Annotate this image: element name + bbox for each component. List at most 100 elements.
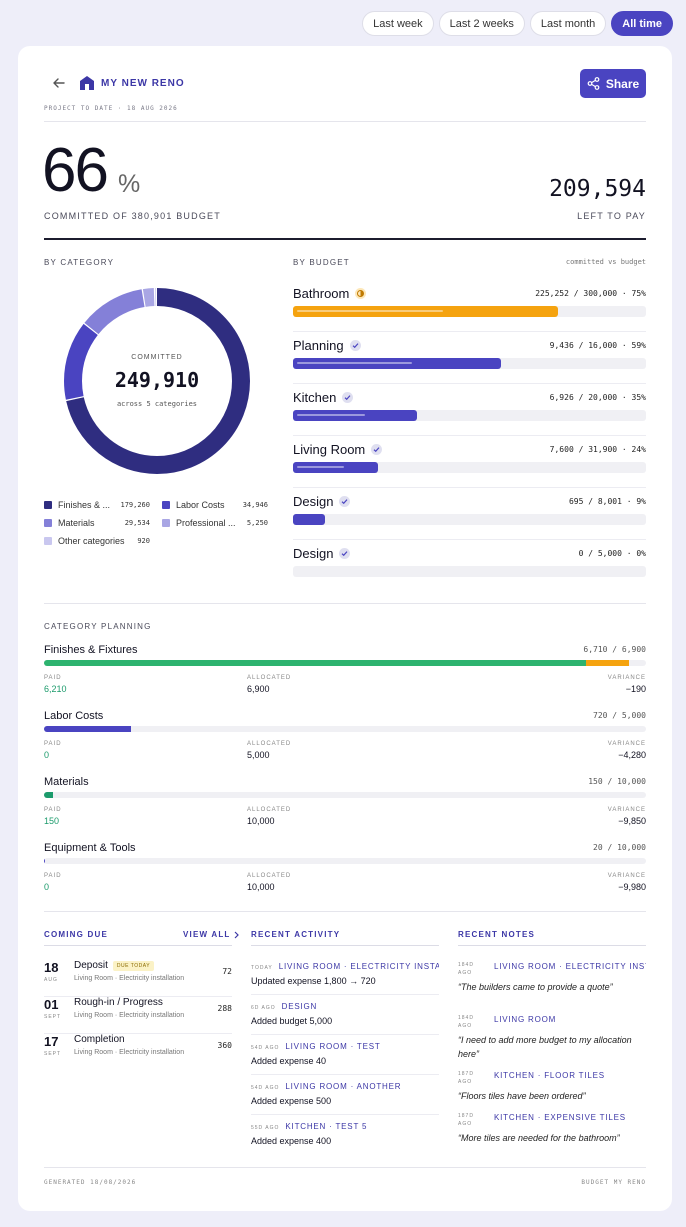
budget-label: Living Room [293, 442, 366, 457]
row-separator [44, 1033, 232, 1034]
due-subtitle: Living Room · Electricity installation [74, 1012, 185, 1019]
row-separator [251, 994, 439, 995]
activity-meta: TODAY LIVING ROOM · ELECTRICITY INSTALL..… [251, 962, 439, 971]
filter-last-2-weeks[interactable]: Last 2 weeks [438, 11, 525, 36]
footer-brand: BUDGET MY RENO [581, 1179, 646, 1186]
row-separator [251, 1034, 439, 1035]
note-item[interactable]: 187D AGO KITCHEN · EXPENSIVE TILES “More t… [458, 1113, 646, 1146]
planning-committed-fill [585, 660, 630, 666]
planning-ratio: 150 / 10,000 [588, 777, 646, 786]
row-separator [293, 539, 646, 540]
planning-allocated-column: ALLOCATED 6,900 [247, 675, 291, 694]
planning-paid-value: 6,210 [44, 684, 67, 694]
planning-ratio: 20 / 10,000 [593, 843, 646, 852]
planning-paid-fill [44, 792, 54, 798]
by-budget-title: BY BUDGET [293, 258, 350, 267]
budget-progress-track [293, 306, 646, 317]
planning-allocated-value: 10,000 [247, 816, 275, 826]
budget-progress-track [293, 462, 646, 473]
row-separator [293, 487, 646, 488]
legend-swatch [44, 501, 52, 509]
budget-numbers: 6,926 / 20,000 · 35% [549, 393, 646, 402]
activity-item[interactable]: 54D AGO LIVING ROOM · TEST Added expense 4… [251, 1042, 439, 1075]
share-label: Share [605, 76, 640, 91]
due-name-text: Deposit [74, 960, 108, 971]
budget-label: Bathroom [293, 286, 350, 301]
planning-allocated-label: ALLOCATED [247, 873, 292, 879]
planning-variance-value: −190 [625, 684, 646, 694]
project-subtitle: PROJECT TO DATE · 18 AUG 2026 [44, 105, 178, 112]
activity-item[interactable]: TODAY LIVING ROOM · ELECTRICITY INSTALL..… [251, 962, 439, 995]
planning-variance-label: VARIANCE [607, 741, 646, 747]
note-item[interactable]: 184D AGO LIVING ROOM “I need to add more b… [458, 1015, 646, 1061]
back-arrow-icon[interactable] [52, 76, 66, 90]
view-all-link[interactable]: VIEW ALL [183, 930, 240, 939]
note-item[interactable]: 184D AGO LIVING ROOM · ELECTRICITY INSTAL… [458, 962, 646, 995]
due-month: SEPT [44, 1014, 62, 1020]
activity-meta: 54D AGO LIVING ROOM · TEST [251, 1042, 439, 1051]
planning-paid-label: PAID [44, 873, 62, 879]
left-to-pay-label: LEFT TO PAY [577, 211, 646, 221]
due-subtitle: Living Room · Electricity installation [74, 1049, 185, 1056]
budget-name: Design [293, 494, 351, 509]
planning-variance-value: −4,280 [618, 750, 646, 760]
filter-last-month[interactable]: Last month [529, 11, 607, 36]
percent-sign: % [118, 170, 141, 198]
budget-numbers: 225,252 / 300,000 · 75% [535, 289, 646, 298]
donut-slice-1 [64, 288, 250, 474]
note-meta: 187D AGO KITCHEN · FLOOR TILES [458, 1071, 646, 1086]
by-category-title: BY CATEGORY [44, 258, 115, 267]
coming-due-title: COMING DUE [44, 930, 108, 939]
planning-variance-column: VARIANCE −190 [608, 675, 646, 694]
activity-time: TODAY [251, 965, 273, 971]
activity-time: 54D AGO [251, 1045, 280, 1051]
filter-last-week[interactable]: Last week [362, 11, 434, 36]
budget-progress-fill [293, 410, 417, 421]
budget-label: Kitchen [293, 390, 337, 405]
activity-time: 54D AGO [251, 1085, 280, 1091]
planning-paid-label: PAID [44, 807, 62, 813]
due-amount: 72 [222, 967, 232, 976]
activity-context: DESIGN [281, 1002, 318, 1011]
activity-context: LIVING ROOM · ANOTHER [285, 1082, 402, 1091]
check-icon [349, 340, 361, 351]
budget-name: Bathroom [293, 286, 367, 301]
planning-ratio: 6,710 / 6,900 [583, 645, 646, 654]
planning-allocated-value: 6,900 [247, 684, 270, 694]
activity-text: Added expense 40 [251, 1056, 327, 1066]
legend-name: Other categories [58, 536, 125, 546]
check-icon [339, 496, 351, 507]
planning-paid-column: PAID 150 [44, 807, 62, 826]
note-item[interactable]: 187D AGO KITCHEN · FLOOR TILES “Floors til… [458, 1071, 646, 1104]
filter-all-time[interactable]: All time [611, 11, 673, 36]
note-text: “I need to add more budget to my allocat… [458, 1035, 632, 1059]
budget-name: Design [293, 546, 351, 561]
note-context: KITCHEN · EXPENSIVE TILES [494, 1113, 626, 1122]
budget-progress-track [293, 410, 646, 421]
legend-item: Materials 29,534 [44, 518, 150, 528]
due-month: SEPT [44, 1051, 62, 1057]
legend-item: Labor Costs 34,946 [162, 500, 268, 510]
planning-variance-column: VARIANCE −9,850 [608, 807, 646, 826]
due-title: Rough-in / Progress [74, 997, 163, 1008]
activity-item[interactable]: 55D AGO KITCHEN · TEST 5 Added expense 400 [251, 1122, 439, 1146]
budget-progress-fill [293, 462, 378, 473]
activity-meta: 55D AGO KITCHEN · TEST 5 [251, 1122, 439, 1131]
legend-item: Other categories 920 [44, 536, 150, 546]
planning-progress-track [44, 726, 646, 732]
left-to-pay-value: 209,594 [549, 176, 646, 202]
divider [44, 911, 646, 912]
check-icon [371, 444, 383, 455]
planning-committed-fill [44, 726, 131, 732]
check-icon [342, 392, 354, 403]
planning-paid-fill [44, 660, 586, 666]
share-button[interactable]: Share [580, 69, 646, 98]
budget-name: Living Room [293, 442, 383, 457]
activity-context: KITCHEN · TEST 5 [285, 1122, 368, 1131]
row-separator [251, 1074, 439, 1075]
house-logo-icon [80, 76, 94, 90]
activity-item[interactable]: 54D AGO LIVING ROOM · ANOTHER Added expens… [251, 1082, 439, 1115]
activity-item[interactable]: 6D AGO DESIGN Added budget 5,000 [251, 1002, 439, 1035]
footer-divider [44, 1167, 646, 1168]
note-context: KITCHEN · FLOOR TILES [494, 1071, 605, 1080]
